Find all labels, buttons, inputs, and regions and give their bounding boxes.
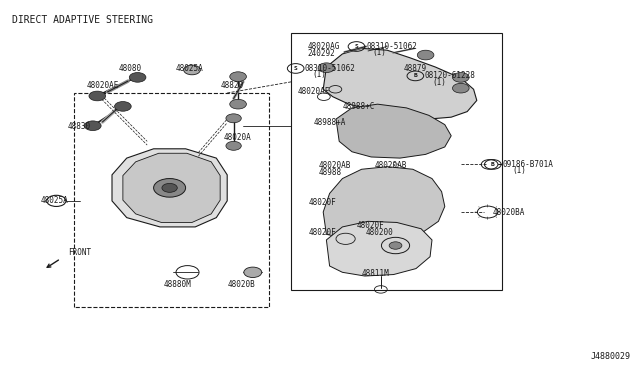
Text: 48020AB: 48020AB <box>319 161 351 170</box>
Text: S: S <box>294 66 298 71</box>
Circle shape <box>115 102 131 111</box>
Circle shape <box>244 267 262 278</box>
Circle shape <box>129 73 146 82</box>
Circle shape <box>389 242 402 249</box>
Text: 48830: 48830 <box>67 122 90 131</box>
Text: DIRECT ADAPTIVE STEERING: DIRECT ADAPTIVE STEERING <box>12 15 152 25</box>
Text: 08310-51062: 08310-51062 <box>366 42 417 51</box>
Text: FRONT: FRONT <box>68 248 92 257</box>
Text: (1): (1) <box>312 70 326 79</box>
Text: 480200: 480200 <box>365 228 393 237</box>
Circle shape <box>452 73 469 82</box>
Text: 48020B: 48020B <box>227 280 255 289</box>
Text: 48020A: 48020A <box>224 133 252 142</box>
Circle shape <box>184 65 200 75</box>
Text: 08310-51062: 08310-51062 <box>305 64 355 73</box>
Text: 48080: 48080 <box>118 64 141 73</box>
Text: 48811M: 48811M <box>362 269 389 278</box>
Circle shape <box>230 99 246 109</box>
Polygon shape <box>326 221 432 276</box>
Text: 48020BA: 48020BA <box>493 208 525 217</box>
Text: 09186-B701A: 09186-B701A <box>502 160 553 169</box>
Circle shape <box>162 183 177 192</box>
Text: B: B <box>413 73 417 78</box>
Circle shape <box>154 179 186 197</box>
Text: 48020AE: 48020AE <box>86 81 119 90</box>
Text: J4880029: J4880029 <box>590 352 630 361</box>
Circle shape <box>230 72 246 81</box>
Text: S: S <box>355 44 358 49</box>
Text: 48879: 48879 <box>403 64 426 73</box>
Circle shape <box>226 114 241 123</box>
Text: 48988+A: 48988+A <box>314 118 346 127</box>
Text: 48820: 48820 <box>221 81 244 90</box>
Text: 48020F: 48020F <box>309 198 337 207</box>
Circle shape <box>226 141 241 150</box>
Text: (1): (1) <box>372 48 387 57</box>
Text: 48025A: 48025A <box>176 64 204 73</box>
Text: 48025A: 48025A <box>40 196 68 205</box>
Text: (1): (1) <box>512 166 526 175</box>
Polygon shape <box>323 167 445 241</box>
Text: 48020AG: 48020AG <box>307 42 340 51</box>
Text: 08120-61228: 08120-61228 <box>424 71 475 80</box>
Circle shape <box>89 91 106 101</box>
Polygon shape <box>112 149 227 227</box>
Circle shape <box>417 50 434 60</box>
Text: 48880M: 48880M <box>163 280 191 289</box>
Text: 48020F: 48020F <box>357 221 385 230</box>
Text: 48020AF: 48020AF <box>298 87 330 96</box>
Text: B: B <box>491 162 495 167</box>
Text: 48020AB: 48020AB <box>374 161 407 170</box>
Text: 240292: 240292 <box>307 49 335 58</box>
Polygon shape <box>123 153 220 222</box>
Text: 48988+C: 48988+C <box>342 102 375 110</box>
Circle shape <box>84 121 101 131</box>
Circle shape <box>318 63 335 73</box>
Text: (1): (1) <box>433 78 447 87</box>
Text: 48988: 48988 <box>319 168 342 177</box>
Circle shape <box>452 83 469 93</box>
Polygon shape <box>323 48 477 119</box>
Polygon shape <box>336 104 451 158</box>
Text: 48020F: 48020F <box>309 228 337 237</box>
